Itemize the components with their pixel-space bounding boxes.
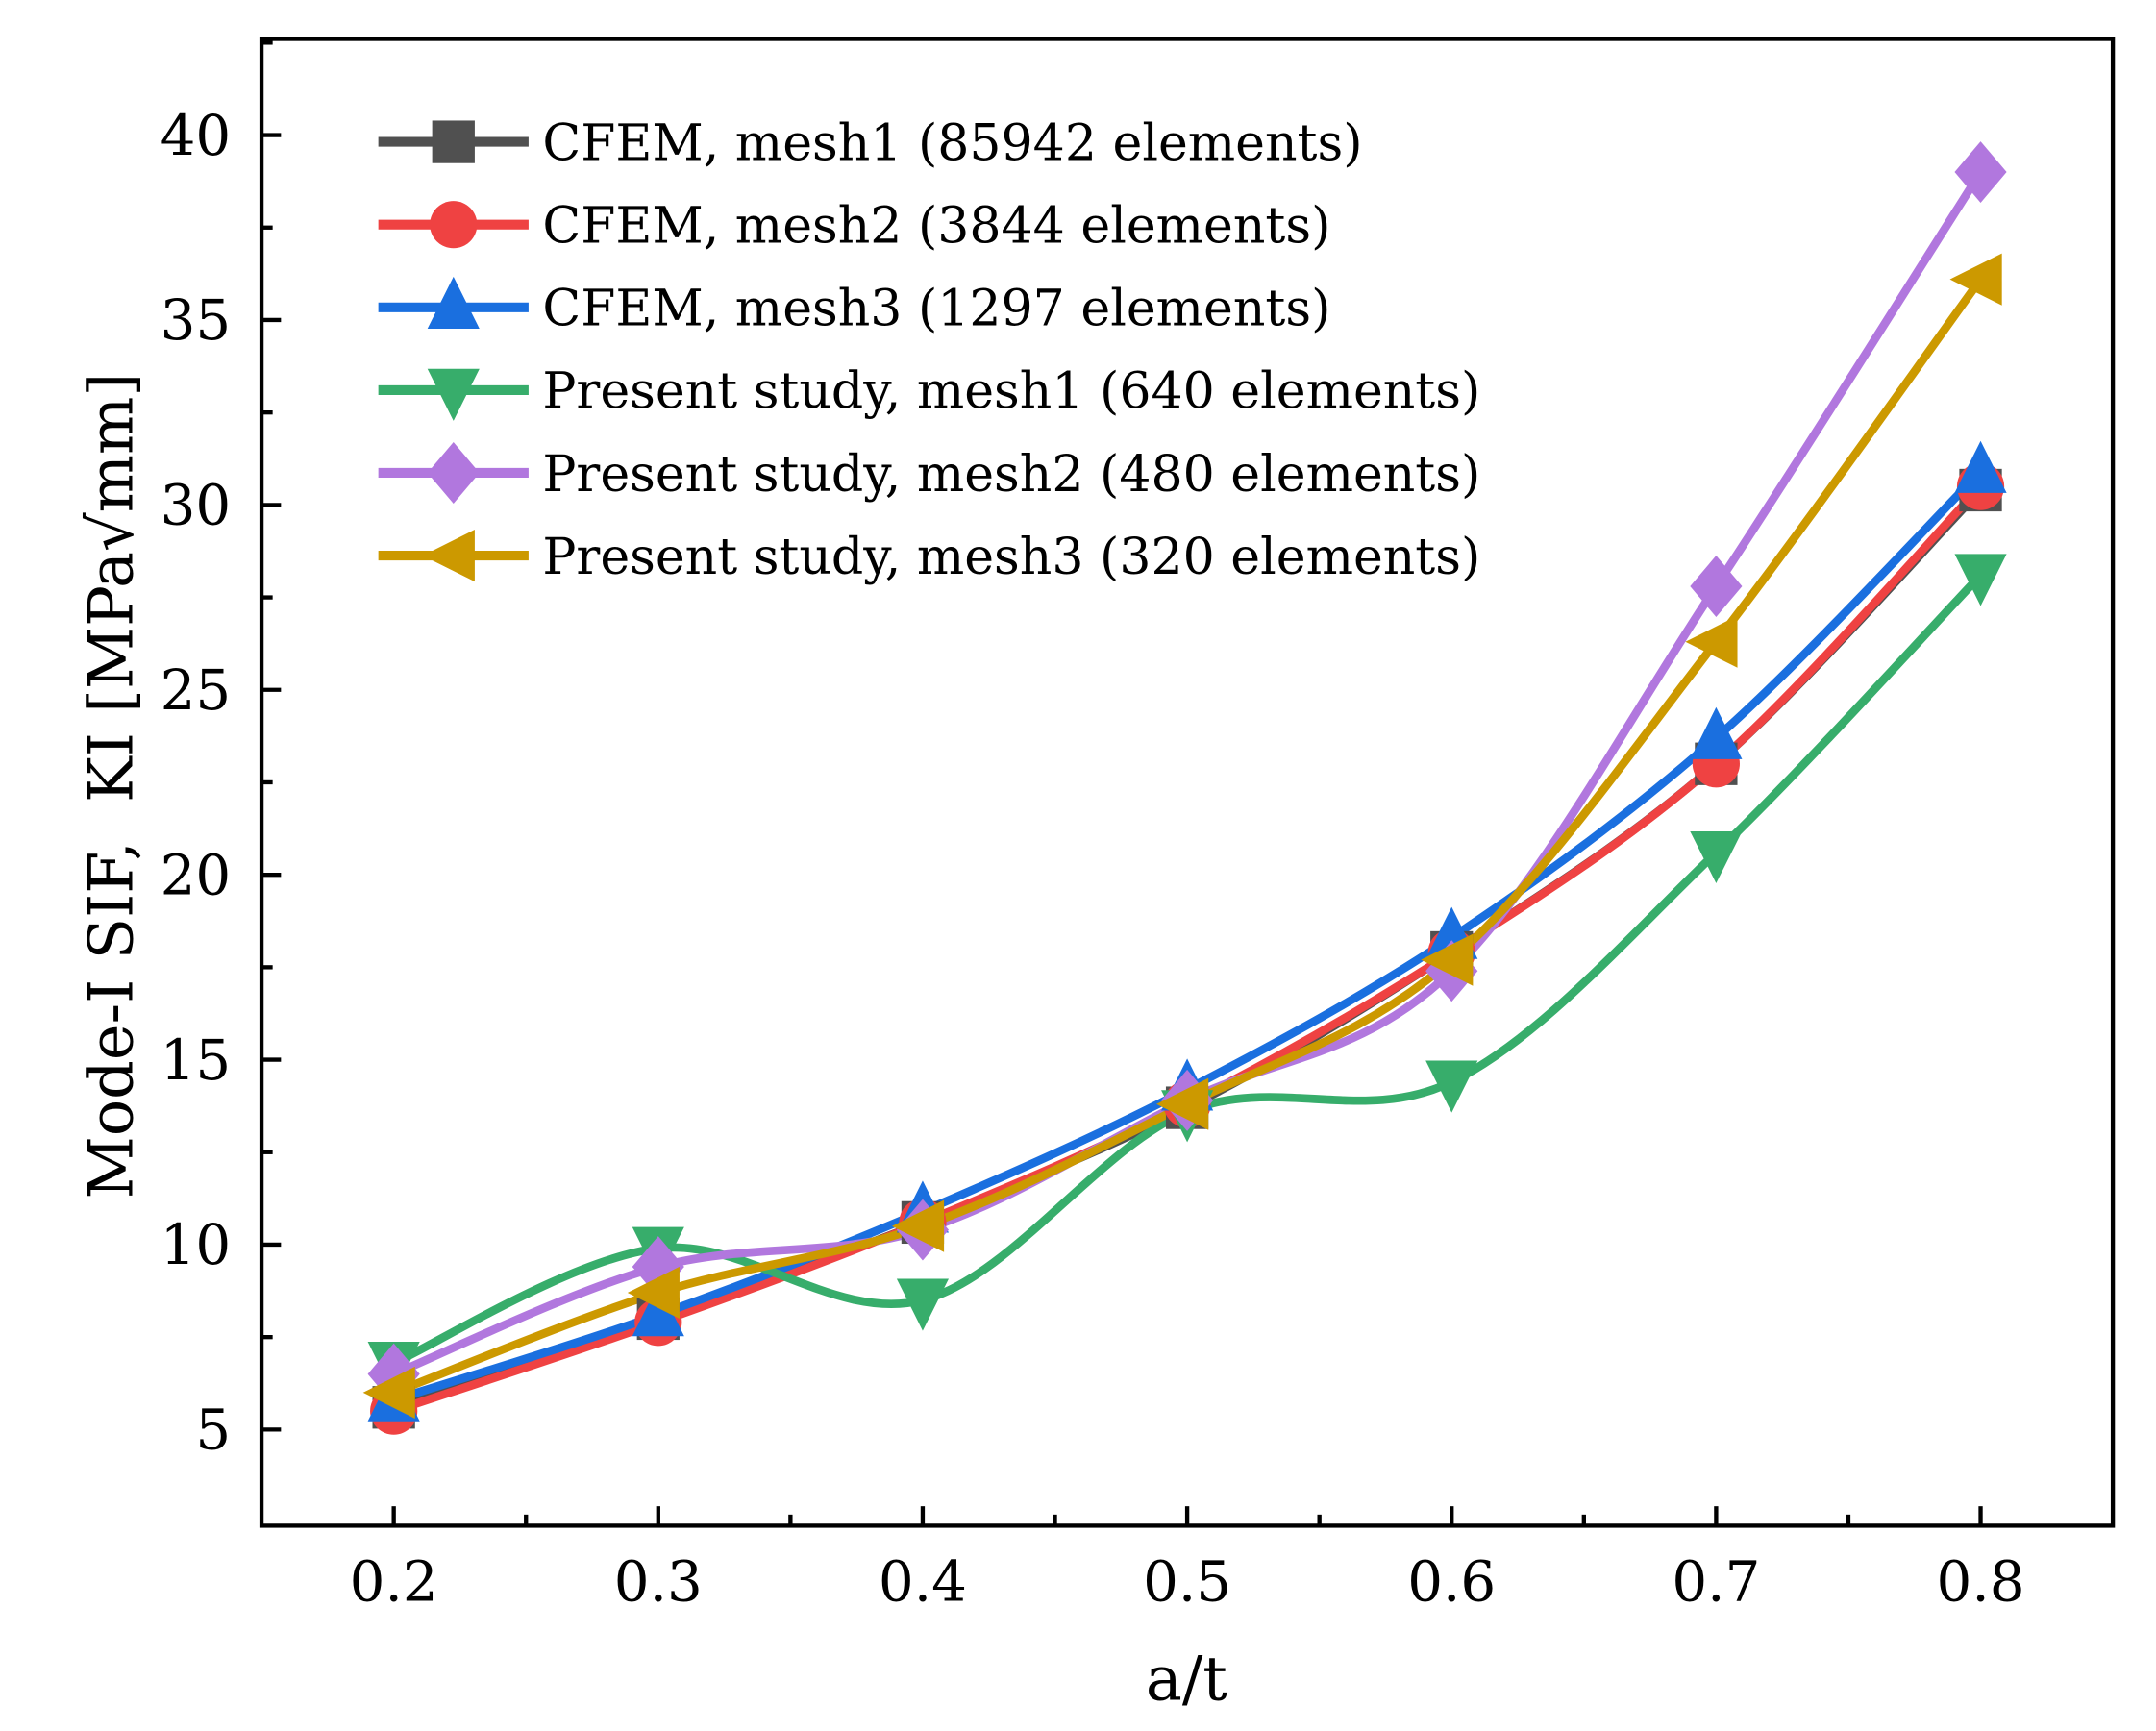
data-point: [896, 1278, 950, 1331]
legend-label: Present study, mesh3 (320 elements): [542, 529, 1480, 586]
data-point: [1954, 141, 2007, 204]
legend-marker: [427, 276, 480, 329]
legend-label: Present study, mesh2 (480 elements): [542, 446, 1480, 504]
x-tick-label: 0.8: [1937, 1549, 2025, 1615]
x-tick-label: 0.6: [1407, 1549, 1496, 1615]
x-tick-label: 0.2: [350, 1549, 438, 1615]
y-tick-label: 40: [161, 103, 232, 168]
legend-marker: [422, 530, 475, 582]
legend: CFEM, mesh1 (85942 elements) CFEM, mesh2 …: [378, 114, 1480, 586]
data-point: [1690, 556, 1743, 618]
data-point: [1954, 440, 2007, 493]
data-point: [1685, 615, 1738, 668]
series-markers: [362, 141, 2007, 1435]
data-point: [1954, 554, 2007, 606]
data-point: [1156, 1077, 1209, 1130]
data-point: [627, 1266, 680, 1320]
legend-marker: [432, 120, 475, 163]
data-point: [632, 1284, 684, 1337]
y-tick-label: 10: [161, 1212, 232, 1277]
legend-label: Present study, mesh1 (640 elements): [542, 363, 1480, 421]
y-axis-label: Mode-I SIF, KI [MPa√mm]: [77, 373, 148, 1199]
axis-ticks: 0.2 0.3 0.4 0.5 0.6 0.7 0.8 5 10 15 20 25 30 35 40: [161, 40, 2025, 1615]
data-point: [891, 1199, 945, 1252]
series-line: [392, 169, 1985, 1378]
legend-marker: [430, 201, 478, 249]
data-point: [1425, 1060, 1478, 1113]
legend-marker: [427, 442, 480, 504]
x-tick-label: 0.7: [1672, 1549, 1760, 1615]
y-tick-label: 30: [161, 473, 232, 538]
x-tick-label: 0.3: [614, 1549, 703, 1615]
legend-marker: [427, 368, 480, 421]
plot-frame: [259, 37, 2116, 1528]
y-tick-label: 25: [161, 657, 232, 723]
x-tick-label: 0.5: [1143, 1549, 1231, 1615]
data-point: [1690, 706, 1743, 759]
y-tick-label: 15: [161, 1027, 232, 1093]
x-tick-label: 0.4: [879, 1549, 967, 1615]
data-point: [1421, 933, 1474, 986]
x-axis-label: a/t: [1146, 1644, 1227, 1715]
data-point: [1690, 830, 1743, 884]
legend-label: CFEM, mesh1 (85942 elements): [542, 114, 1362, 172]
series-line: [391, 572, 1984, 1368]
y-tick-label: 5: [195, 1397, 231, 1463]
y-tick-label: 20: [161, 842, 232, 907]
y-tick-label: 35: [161, 287, 232, 353]
legend-label: CFEM, mesh3 (1297 elements): [542, 281, 1330, 338]
series-line: [392, 486, 1984, 1412]
data-point: [1949, 253, 2002, 306]
legend-label: CFEM, mesh2 (3844 elements): [542, 198, 1330, 256]
data-point: [362, 1366, 415, 1419]
series-lines: [391, 169, 1985, 1416]
